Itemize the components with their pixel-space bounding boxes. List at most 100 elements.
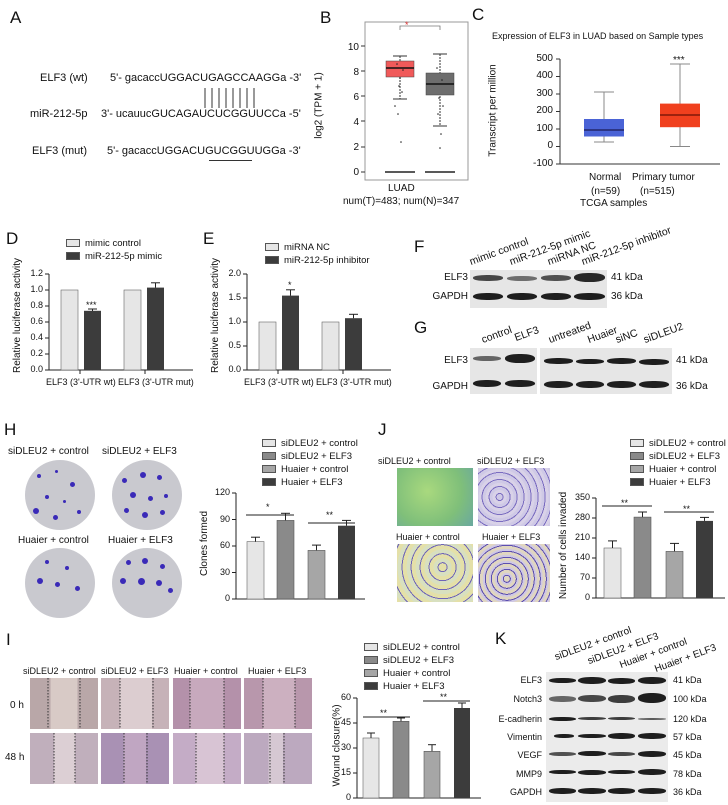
seq-mut: 5'- gacaccUGGACUGUCGGUUGGa -3' — [107, 145, 301, 157]
j-tick: 70 — [579, 572, 590, 582]
h-sig-1: ** — [326, 510, 334, 520]
h-sig-0: * — [266, 502, 270, 512]
c-xlabel: TCGA samples — [580, 198, 648, 209]
h-tick: 0 — [224, 593, 230, 603]
i-col-2: Huaier + control — [174, 666, 238, 676]
i-row-0h: 0 h — [10, 700, 24, 711]
j-tick: 280 — [574, 512, 590, 522]
h-tick: 30 — [219, 567, 230, 577]
j-legend-item-3: Huaier + ELF3 — [649, 477, 711, 488]
panel-b-boxplot — [361, 21, 469, 181]
i-sig-1: ** — [440, 692, 448, 702]
panel-label-g: G — [414, 318, 428, 337]
b-tick-2: 2 — [353, 142, 359, 153]
c-group-normal-n: (n=59) — [591, 186, 621, 197]
c-sig: *** — [673, 55, 685, 66]
d-legend-item-0: mimic control — [85, 238, 141, 249]
i-sig-0: ** — [380, 708, 388, 718]
d-tick: 1.2 — [30, 268, 43, 278]
i-wound-0h-3 — [244, 678, 312, 729]
panel-i-bars — [353, 697, 481, 799]
b-tick-4: 4 — [353, 117, 359, 128]
panel-e-bars — [243, 273, 391, 374]
i-ylabel: Wound closure(%) — [331, 704, 343, 787]
i-col-3: Huaier + ELF3 — [248, 666, 307, 676]
i-row-48h: 48 h — [5, 752, 25, 763]
seq-name-wt: ELF3 (wt) — [40, 72, 88, 84]
f-row-elf3: ELF3 — [444, 272, 468, 283]
h-dish-label-0: siDLEU2 + control — [8, 446, 89, 457]
d-tick: 0.6 — [30, 316, 43, 326]
k-blot — [546, 672, 668, 802]
h-tick: 120 — [214, 487, 230, 497]
panel-label-f: F — [414, 237, 425, 256]
i-wound-edges — [47, 678, 296, 784]
c-tick-400: 400 — [536, 70, 553, 81]
e-legend: miRNA NC miR-212-5p inhibitor — [265, 241, 370, 267]
j-sig-1: ** — [683, 504, 691, 514]
h-ylabel: Clones formed — [199, 510, 211, 577]
k-kda-2: 120 kDa — [673, 714, 707, 724]
i-tick: 0 — [345, 792, 351, 802]
k-row-ecadherin: E-cadherin — [498, 714, 542, 724]
h-legend-item-1: siDLEU2 + ELF3 — [281, 451, 353, 462]
seq-name-mut: ELF3 (mut) — [32, 145, 88, 157]
g-kda-0: 41 kDa — [676, 355, 708, 366]
j-image-label-0: siDLEU2 + control — [378, 456, 451, 466]
c-tick-neg100: -100 — [532, 158, 553, 169]
h-legend-item-3: Huaier + ELF3 — [281, 477, 343, 488]
panel-label-h: H — [4, 420, 17, 439]
mutation-underline — [209, 160, 252, 161]
j-image-label-3: Huaier + ELF3 — [482, 532, 541, 542]
i-legend-item-1: siDLEU2 + ELF3 — [383, 655, 455, 666]
c-title: Expression of ELF3 in LUAD based on Samp… — [492, 31, 704, 41]
i-tick: 30 — [340, 742, 351, 752]
g-lane-2: untreated — [546, 319, 593, 346]
panel-label-b: B — [320, 8, 332, 27]
i-legend-item-2: Huaier + control — [383, 668, 451, 679]
i-col-1: siDLEU2 + ELF3 — [101, 666, 169, 676]
g-row-gapdh: GAPDH — [432, 381, 468, 392]
b-tick-8: 8 — [353, 67, 359, 78]
seq-mir: 3'- ucauucGUCAGAUCUCGGUUCCa -5' — [101, 108, 301, 120]
b-tick-0: 0 — [353, 167, 359, 178]
k-kda-4: 45 kDa — [673, 750, 702, 760]
i-wound-48h-2 — [173, 733, 241, 784]
j-image-label-1: siDLEU2 + ELF3 — [477, 456, 545, 466]
b-tick-10: 10 — [347, 42, 359, 53]
k-row-mmp9: MMP9 — [515, 769, 542, 779]
e-tick: 1.0 — [228, 316, 241, 326]
j-legend: siDLEU2 + control siDLEU2 + ELF3 Huaier … — [630, 437, 726, 489]
g-kda-1: 36 kDa — [676, 381, 708, 392]
j-tick: 0 — [584, 592, 590, 602]
h-dish-label-3: Huaier + ELF3 — [108, 535, 173, 546]
k-kda-3: 57 kDa — [673, 732, 702, 742]
j-image-Huaier-control — [397, 544, 473, 602]
j-image-siDLEU2-control — [397, 468, 473, 526]
c-tick-300: 300 — [536, 88, 553, 99]
c-tick-100: 100 — [536, 123, 553, 134]
d-xcat-1: ELF3 (3'-UTR mut) — [118, 377, 194, 387]
i-wound-0h-1 — [101, 678, 169, 729]
i-legend-item-0: siDLEU2 + control — [383, 642, 460, 653]
i-wound-48h-0 — [30, 733, 98, 784]
b-tick-6: 6 — [353, 92, 359, 103]
j-legend-item-0: siDLEU2 + control — [649, 438, 726, 449]
h-dish-label-1: siDLEU2 + ELF3 — [102, 446, 177, 457]
c-group-normal: Normal — [589, 172, 622, 183]
d-legend-item-1: miR-212-5p mimic — [85, 251, 163, 262]
d-ylabel: Relative luciferase activity — [12, 257, 24, 374]
k-kda-0: 41 kDa — [673, 675, 702, 685]
c-ylabel: Transcript per million — [487, 64, 499, 157]
h-legend-item-2: Huaier + control — [281, 464, 349, 475]
i-legend-item-3: Huaier + ELF3 — [383, 681, 445, 692]
d-tick: 1.0 — [30, 284, 43, 294]
i-tick: 60 — [340, 692, 351, 702]
g-lane-1: ELF3 — [512, 324, 541, 344]
panel-label-k: K — [495, 629, 507, 648]
k-row-elf3: ELF3 — [520, 675, 542, 685]
base-pair-lines — [204, 88, 255, 108]
i-col-0: siDLEU2 + control — [23, 666, 96, 676]
e-tick: 0.0 — [228, 364, 241, 374]
e-xcat-1: ELF3 (3'-UTR mut) — [316, 377, 392, 387]
